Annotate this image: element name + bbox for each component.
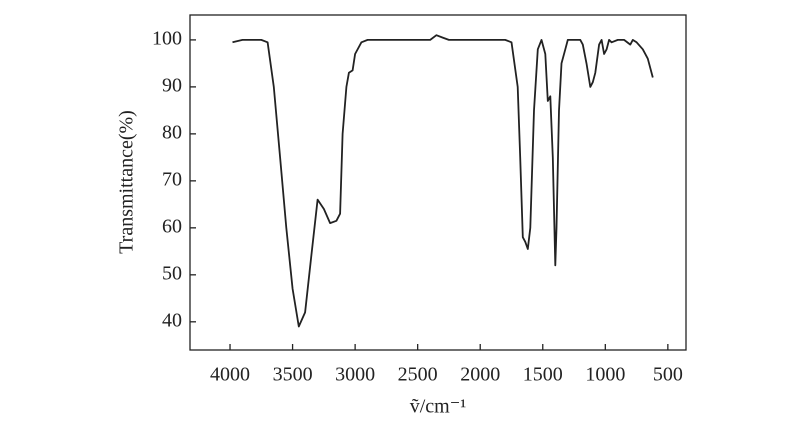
y-tick-label: 60 [162,215,182,237]
y-tick-label: 50 [162,262,182,284]
y-tick-label: 80 [162,121,182,143]
y-tick-label: 40 [162,309,182,331]
y-axis-label: Transmittance(%) [116,110,138,254]
x-tick-label: 500 [653,364,683,386]
x-tick-label: 2000 [460,364,500,386]
x-tick-label: 1500 [523,364,563,386]
y-tick-label: 100 [152,27,182,49]
x-tick-label: 1000 [585,364,625,386]
plot-frame [189,14,687,351]
y-tick-label: 70 [162,168,182,190]
y-tick-label: 90 [162,74,182,96]
spectrum-line [232,34,654,328]
x-tick-label: 3500 [273,364,313,386]
x-tick-label: 3000 [335,364,375,386]
x-tick-label: 2500 [398,364,438,386]
x-tick-label: 4000 [210,364,250,386]
x-axis-label: ṽ/cm⁻¹ [410,396,467,418]
